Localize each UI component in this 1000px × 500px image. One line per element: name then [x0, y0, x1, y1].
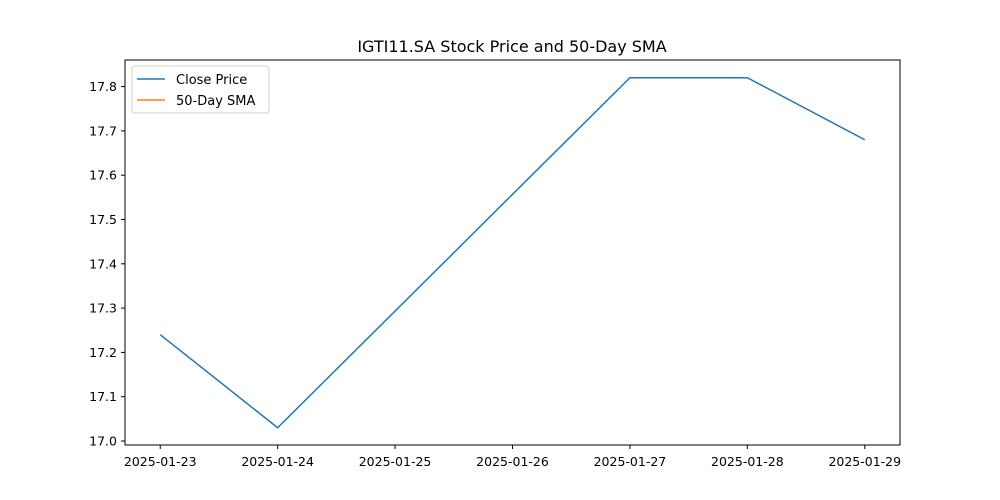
y-axis: 17.0 17.1 17.2 17.3 17.4 17.5 17.6 17.7 17.8 — [89, 79, 125, 449]
y-tick-label: 17.6 — [89, 168, 117, 183]
y-tick-label: 17.7 — [89, 123, 117, 138]
x-tick-label: 2025-01-25 — [359, 454, 432, 469]
y-tick-label: 17.8 — [89, 79, 117, 94]
x-tick-label: 2025-01-29 — [828, 454, 901, 469]
x-axis: 2025-01-23 2025-01-24 2025-01-25 2025-01-26… — [124, 445, 901, 469]
series-layer — [159, 76, 866, 429]
x-tick-label: 2025-01-24 — [241, 454, 314, 469]
x-tick-label: 2025-01-26 — [476, 454, 549, 469]
x-tick-label: 2025-01-23 — [124, 454, 197, 469]
legend-box — [131, 65, 270, 114]
y-tick-label: 17.4 — [89, 256, 117, 271]
y-tick-label: 17.5 — [89, 212, 117, 227]
plot-area — [124, 59, 901, 446]
legend-label-1: 50-Day SMA — [176, 94, 256, 109]
y-tick-label: 17.3 — [89, 301, 117, 316]
x-tick-label: 2025-01-27 — [594, 454, 667, 469]
chart-title: IGTI11.SA Stock Price and 50-Day SMA — [357, 37, 666, 56]
y-tick-label: 17.0 — [89, 434, 117, 449]
legend: Close Price 50-Day SMA — [131, 65, 270, 114]
plot-frame — [124, 59, 901, 446]
series-line-0 — [159, 76, 866, 429]
y-tick-label: 17.2 — [89, 345, 117, 360]
x-tick-label: 2025-01-28 — [711, 454, 784, 469]
y-tick-label: 17.1 — [89, 389, 117, 404]
legend-label-0: Close Price — [176, 73, 247, 88]
